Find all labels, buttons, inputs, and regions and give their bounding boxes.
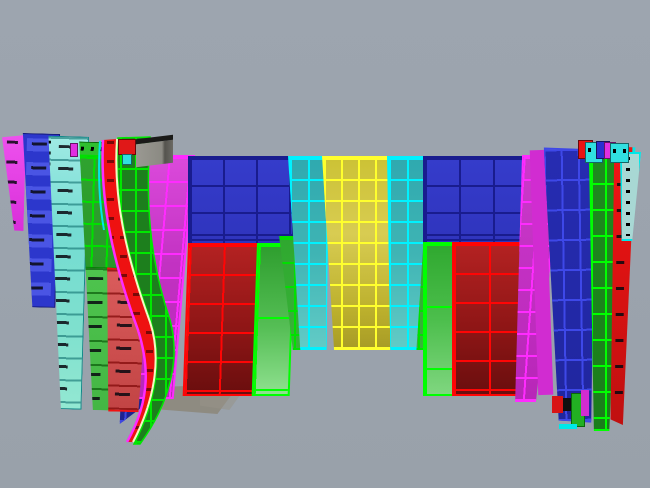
ribbon-edge-cyan bbox=[98, 140, 105, 231]
cyan-cap-2 bbox=[610, 143, 629, 163]
rivet-dots bbox=[613, 149, 626, 153]
tail-red bbox=[552, 396, 563, 413]
tail-magenta bbox=[581, 390, 589, 416]
cyan-cap-left bbox=[122, 154, 132, 165]
ribbon-edge-cream bbox=[115, 138, 157, 443]
red-cap-left bbox=[118, 139, 136, 155]
blue-grid-thin-row-line bbox=[190, 234, 292, 236]
blue-grid-thin-row-line bbox=[425, 234, 527, 236]
blue-grid-right bbox=[423, 156, 529, 248]
green-column-right bbox=[423, 242, 458, 396]
tail-black bbox=[563, 398, 571, 411]
rivet-dots bbox=[588, 148, 600, 152]
red-ribbon bbox=[102, 139, 156, 442]
gray-box-object bbox=[136, 134, 173, 168]
rivet-dots bbox=[626, 157, 630, 236]
magenta-cap-left bbox=[70, 143, 78, 157]
ribbon-edge-magenta bbox=[101, 139, 148, 443]
tail-cyan bbox=[559, 424, 577, 429]
